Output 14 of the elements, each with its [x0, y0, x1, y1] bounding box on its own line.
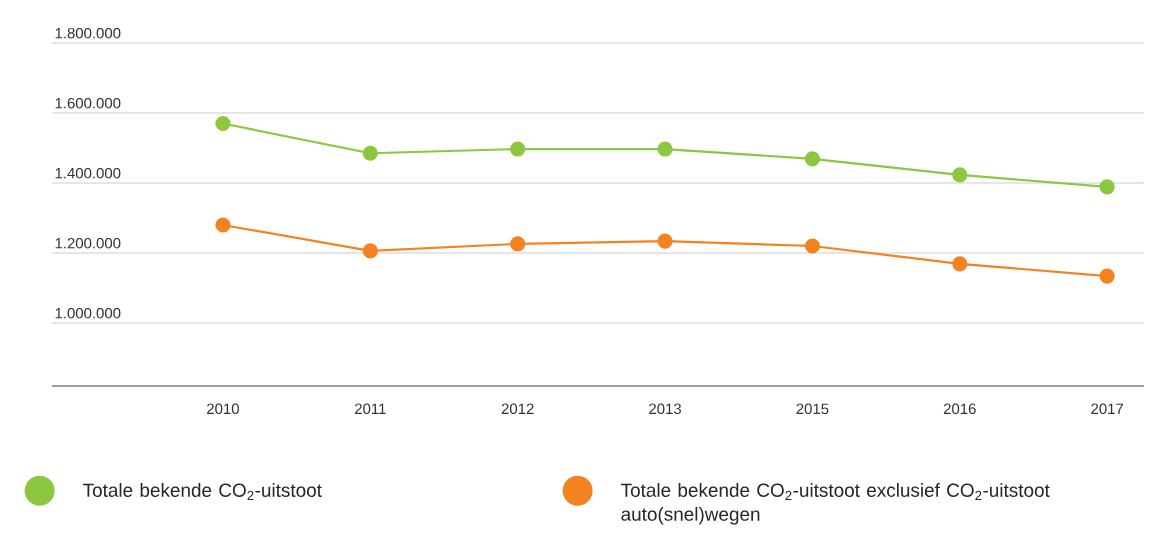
x-tick-label: 2017 — [1091, 403, 1124, 415]
text: Totale bekende CO$_{2}$-uitstoot exclusief CO$_{2}$-uitstoot auto(snel)wegen — [621, 483, 1050, 525]
y-tick-label: 1.600.000 — [55, 97, 121, 109]
x-tick-label: 2011 — [355, 403, 386, 415]
x-tick-label: 2012 — [501, 403, 534, 415]
y-tick-label: 1.000.000 — [55, 307, 121, 319]
legend-label: Totale bekende CO$_{2}$-uitstoot — [83, 483, 322, 501]
x-tick-label: 2015 — [796, 403, 829, 415]
y-tick-label: 1.800.000 — [55, 27, 121, 39]
y-tick-label: 1.200.000 — [55, 237, 121, 249]
x-tick-label: 2016 — [943, 403, 976, 415]
x-tick-label: 2013 — [649, 403, 682, 415]
y-tick-label: 1.400.000 — [55, 167, 121, 179]
x-tick-label: 2010 — [207, 403, 239, 415]
